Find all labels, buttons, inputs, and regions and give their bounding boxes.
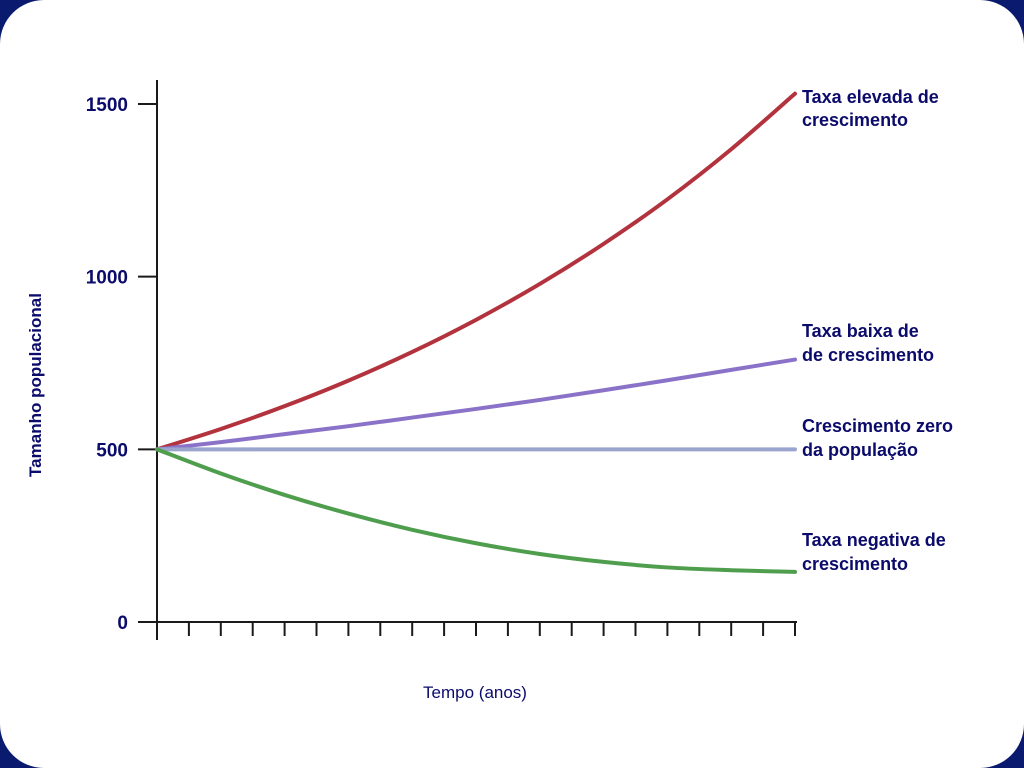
series-label-4-line-2: crescimento: [802, 554, 908, 574]
y-tick-labels: 0 500 1000 1500: [86, 95, 128, 634]
series-lines: [155, 91, 797, 574]
series-label-1-line-2: crescimento: [802, 110, 908, 130]
y-axis-title: Tamanho populacional: [26, 293, 45, 477]
series-line-1: [155, 91, 797, 452]
series-label-3-line-1: Crescimento zero: [802, 416, 953, 436]
series-label-1-line-1: Taxa elevada de: [802, 87, 939, 107]
series-line-2: [155, 357, 797, 452]
series-label-2-line-1: Taxa baixa de: [802, 321, 919, 341]
series-label-3-line-2: da população: [802, 440, 918, 460]
chart-axes: [138, 80, 797, 640]
series-label-4-line-1: Taxa negativa de: [802, 530, 946, 550]
y-tick-label: 500: [96, 440, 128, 461]
series-labels: Taxa elevada de crescimento Taxa baixa de d…: [802, 87, 953, 574]
y-tick-label: 0: [117, 613, 128, 634]
y-tick-label: 1500: [86, 95, 128, 116]
series-label-2-line-2: de crescimento: [802, 345, 934, 365]
series-line-4: [155, 447, 797, 574]
y-tick-label: 1000: [86, 268, 128, 289]
x-axis-title: Tempo (anos): [423, 683, 527, 702]
